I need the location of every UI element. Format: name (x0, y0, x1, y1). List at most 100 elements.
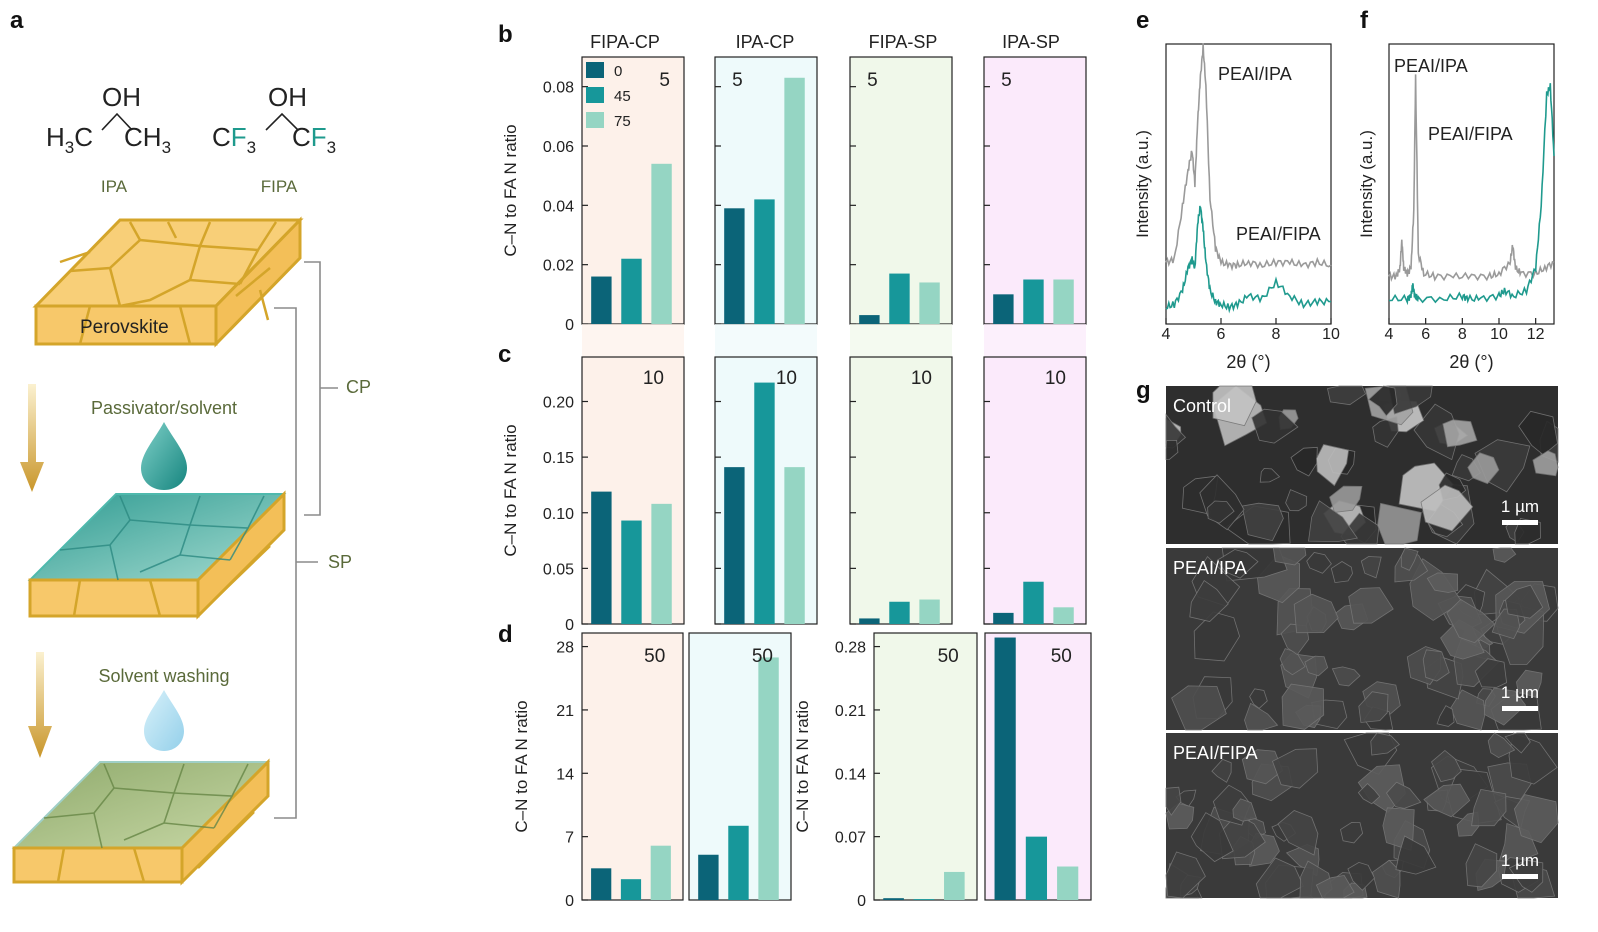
bar-75 (944, 871, 965, 900)
y-tick-label: 0.21 (835, 703, 866, 720)
cp-bracket (304, 261, 338, 516)
plot-frame (1165, 43, 1332, 325)
series-label: PEAI/IPA (1394, 56, 1468, 76)
sem-grain (1316, 444, 1350, 487)
y-tick-label: 28 (556, 640, 574, 657)
y-tick-label: 0 (565, 617, 574, 634)
sem-grain (1426, 572, 1459, 593)
x-axis-label: 2θ (°) (1449, 352, 1493, 372)
series-line-PEAI/IPA (1388, 74, 1555, 282)
sem-grain (1505, 584, 1544, 619)
bar-45 (1025, 836, 1048, 900)
y-tick-label: 0.02 (543, 258, 574, 275)
bar-0 (859, 618, 880, 624)
sem-grain (1340, 821, 1364, 844)
bar-45 (754, 382, 775, 624)
sem-grain (1241, 749, 1283, 785)
sem-grain (1388, 385, 1433, 415)
scale-bar-label: 1 µm (1501, 683, 1539, 702)
bar-75 (651, 503, 672, 624)
bar-0 (724, 208, 745, 324)
bar-45 (889, 273, 910, 324)
bar-45 (889, 601, 910, 624)
xrd-chart-f: PEAI/IPA PEAI/FIPA 4 6 8 10 12 2θ (°) Intensity … (1357, 43, 1555, 372)
bar-75 (650, 845, 671, 900)
sem-grain (1360, 556, 1382, 579)
sem-grain (1446, 598, 1496, 644)
depth-label: 10 (643, 368, 664, 389)
ipa-name: IPA (101, 177, 128, 196)
sem-grain (1249, 688, 1268, 709)
y-tick-label: 7 (565, 830, 574, 847)
sem-grain (1165, 439, 1179, 461)
sem-grain (1370, 732, 1400, 756)
panel-label-f: f (1360, 7, 1369, 34)
sp-label: SP (328, 552, 352, 572)
column-background (850, 357, 952, 624)
sem-grain (1330, 561, 1353, 584)
sem-grain (1467, 452, 1500, 485)
sem-grain (1385, 781, 1422, 809)
bar-chart-d-sp: 0 0.07 0.14 0.21 0.28 50 50 C–N to FA N ratio (793, 632, 1092, 910)
y-axis-label: C–N to FA N ratio (793, 700, 812, 832)
sem-grain (1423, 783, 1471, 818)
column-header: IPA-SP (1002, 32, 1060, 52)
svg-text:CH3: CH3 (124, 122, 171, 157)
bar-chart-d-cp: 0 7 14 21 28 50 50 C–N to FA N ratio (512, 632, 792, 910)
sem-grain (1171, 685, 1227, 731)
down-arrow-icon (28, 652, 52, 758)
bar-75 (1057, 866, 1079, 900)
bar-0 (859, 315, 880, 324)
bar-75 (1053, 279, 1074, 324)
sem-image-0: Control 1 µm (1165, 385, 1559, 545)
depth-label: 10 (776, 368, 797, 389)
sem-grain (1255, 857, 1304, 899)
scale-bar-label: 1 µm (1501, 851, 1539, 870)
solvent-drop-icon (144, 690, 184, 751)
bar-45 (728, 825, 749, 900)
legend-swatch-75 (586, 112, 604, 128)
depth-label: 5 (659, 70, 670, 91)
bar-0 (591, 276, 612, 324)
xrd-chart-e: PEAI/IPA PEAI/FIPA 4 6 8 10 2θ (°) Intensity (a… (1133, 43, 1340, 372)
legend: 0 45 75 (586, 62, 631, 130)
bar-0 (993, 294, 1014, 324)
sem-grain (1513, 794, 1559, 844)
svg-text:CF3: CF3 (212, 122, 256, 157)
bar-45 (1023, 581, 1044, 624)
sem-grain (1232, 798, 1258, 822)
bar-0 (994, 637, 1016, 900)
column-background (984, 357, 1086, 624)
sem-image-2: PEAI/FIPA 1 µm (1165, 732, 1559, 899)
sem-grain (1347, 861, 1375, 891)
legend-label: 75 (614, 113, 631, 130)
depth-label: 50 (1051, 646, 1072, 667)
series-line-PEAI/FIPA (1388, 83, 1555, 306)
sem-grain (1293, 593, 1339, 634)
perovskite-block: Perovskite (32, 216, 304, 348)
y-axis-label: C–N to FA N ratio (501, 424, 520, 556)
y-tick-label: 21 (556, 703, 574, 720)
fipa-name: FIPA (261, 177, 298, 196)
column-background (850, 324, 952, 357)
sem-label: Control (1173, 396, 1231, 416)
fipa-structure: OH CF3 CF3 (212, 82, 336, 157)
y-axis-label: Intensity (a.u.) (1357, 130, 1376, 238)
depth-label: 50 (644, 646, 665, 667)
sem-grain (1244, 702, 1279, 731)
sem-grain (1532, 450, 1559, 477)
sem-grain (1465, 843, 1498, 888)
legend-label: 0 (614, 63, 622, 80)
sem-grain (1281, 683, 1325, 730)
y-tick-label: 0.28 (835, 640, 866, 657)
y-axis-label: Intensity (a.u.) (1133, 130, 1152, 238)
bar-45 (913, 899, 935, 900)
column-background (582, 324, 684, 357)
sem-label: PEAI/FIPA (1173, 743, 1258, 763)
x-axis-label: 2θ (°) (1226, 352, 1270, 372)
sem-grain (1193, 611, 1241, 662)
x-tick-label: 10 (1322, 326, 1340, 343)
sem-image-1: PEAI/IPA 1 µm (1166, 547, 1559, 731)
sem-grain (1348, 587, 1394, 624)
x-tick-label: 8 (1272, 326, 1281, 343)
